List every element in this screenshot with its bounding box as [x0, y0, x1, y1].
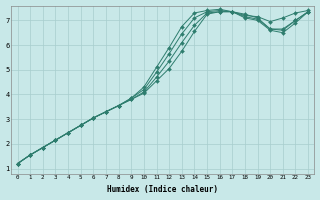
X-axis label: Humidex (Indice chaleur): Humidex (Indice chaleur) — [107, 185, 218, 194]
